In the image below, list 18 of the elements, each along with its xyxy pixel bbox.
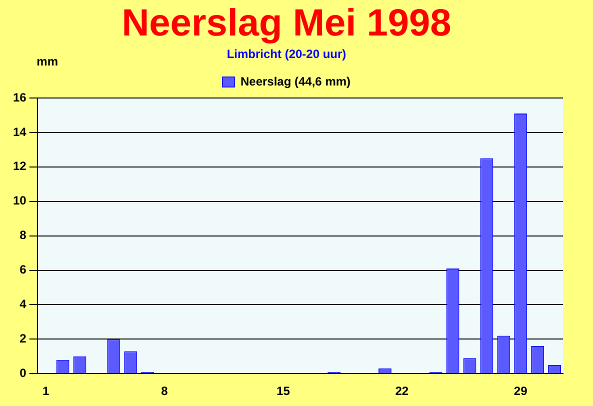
legend-label: Neerslag (44,6 mm) (240, 74, 351, 88)
chart-title: Neerslag Mei 1998 (122, 2, 452, 44)
x-tick-label: 22 (395, 384, 409, 398)
y-tick-label: 12 (12, 159, 27, 174)
y-tick-label: 6 (20, 262, 27, 277)
y-tick-label: 4 (20, 297, 27, 312)
y-axis-title: mm (36, 54, 58, 68)
y-tick-label: 8 (20, 228, 27, 242)
y-tick-label: 2 (20, 331, 27, 346)
chart-subtitle: Limbricht (20-20 uur) (226, 47, 346, 62)
x-tick-label: 15 (276, 384, 290, 398)
x-tick-label: 8 (161, 384, 168, 398)
x-tick-label: 1 (42, 384, 50, 398)
y-tick-label: 16 (12, 90, 27, 104)
y-tick-label: 0 (20, 366, 27, 380)
y-tick-label: 10 (12, 194, 27, 208)
x-tick-label: 29 (514, 384, 528, 398)
y-tick-label: 14 (12, 124, 27, 139)
